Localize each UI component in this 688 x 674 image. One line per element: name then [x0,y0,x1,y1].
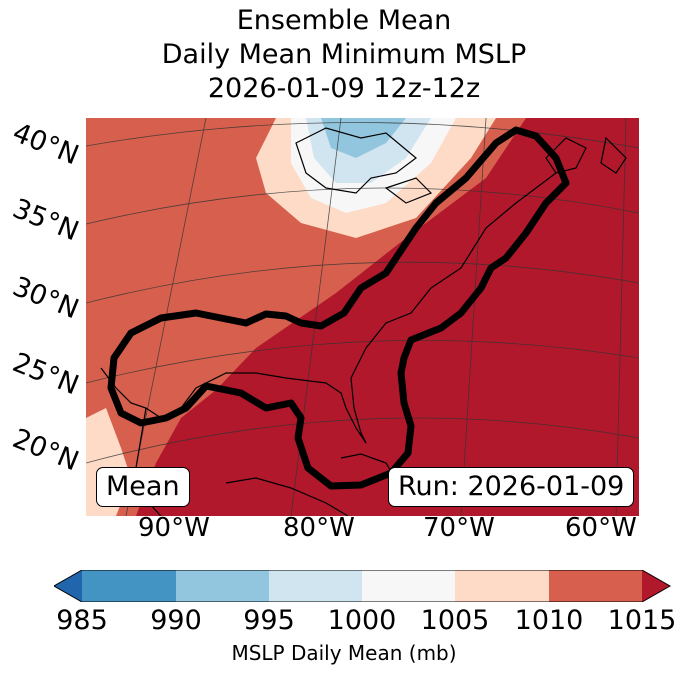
colorbar-tick: 1005 [420,605,490,636]
title-line-1: Ensemble Mean [236,5,452,36]
colorbar-extend-low [54,570,82,602]
colorbar-segment-1000-1005 [362,570,455,602]
colorbar-tick: 1000 [327,605,397,636]
lon-label-90w: 90°W [138,513,210,543]
colorbar-tick: 985 [56,605,108,636]
lon-label-60w: 60°W [565,513,637,543]
title-line-3: 2026-01-09 12z-12z [207,73,481,104]
lat-label-25: 25°N [8,347,83,402]
lat-label-35: 35°N [8,193,83,248]
colorbar-label: MSLP Daily Mean (mb) [231,641,457,665]
colorbar [54,570,672,602]
lat-label-30: 30°N [8,271,83,326]
colorbar-segment-1010-1015 [549,570,642,602]
colorbar-segment-1005-1010 [455,570,549,602]
colorbar-tick: 995 [243,605,295,636]
colorbar-segment-995-1000 [269,570,362,602]
colorbar-segment-985-990 [82,570,176,602]
run-label-box: Run: 2026-01-09 [388,467,635,507]
mean-label-box: Mean [96,467,190,507]
colorbar-segment-990-995 [176,570,269,602]
colorbar-tick: 990 [150,605,202,636]
ensemble-contour [107,126,570,490]
colorbar-tick: 1010 [514,605,584,636]
colorbar-extend-high [642,570,670,602]
colorbar-outline [54,570,672,602]
colorbar-tick: 1015 [607,605,677,636]
lon-label-70w: 70°W [423,513,495,543]
lon-label-80w: 80°W [283,513,355,543]
lat-label-20: 20°N [8,423,83,478]
title-line-2: Daily Mean Minimum MSLP [161,39,527,70]
lat-label-40: 40°N [8,117,83,172]
map-panel [86,118,639,516]
graticule [86,118,639,516]
